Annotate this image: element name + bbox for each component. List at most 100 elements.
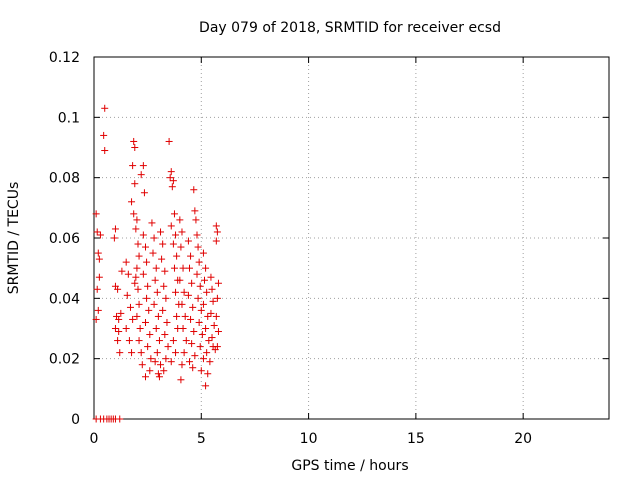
data-point xyxy=(126,303,134,311)
data-point xyxy=(143,258,151,266)
data-point xyxy=(189,303,197,311)
data-point xyxy=(131,279,139,287)
data-point xyxy=(155,373,163,381)
data-point xyxy=(129,315,137,323)
data-point xyxy=(202,325,210,332)
data-point xyxy=(158,255,166,263)
data-point xyxy=(131,180,139,188)
data-point xyxy=(124,270,132,278)
data-point xyxy=(204,370,212,378)
data-point xyxy=(146,367,154,375)
data-point xyxy=(172,288,180,296)
data-point xyxy=(177,376,185,384)
data-point xyxy=(206,358,214,366)
data-point xyxy=(187,315,195,323)
y-axis-label: SRMTID / TECUs xyxy=(6,182,22,295)
data-point xyxy=(196,282,204,290)
data-point xyxy=(191,207,199,215)
data-point xyxy=(193,270,201,278)
data-point xyxy=(199,249,207,257)
x-tick-label: 5 xyxy=(197,431,206,447)
data-point xyxy=(137,349,145,357)
data-point xyxy=(116,349,124,357)
data-point xyxy=(116,415,124,423)
data-point xyxy=(182,337,190,345)
data-point xyxy=(137,171,145,179)
data-point xyxy=(139,231,147,239)
data-point xyxy=(136,325,144,332)
data-point xyxy=(96,231,104,239)
data-point xyxy=(142,318,149,326)
data-point xyxy=(197,306,205,314)
data-point xyxy=(190,186,198,194)
data-point xyxy=(213,228,221,236)
data-point xyxy=(180,288,188,296)
data-point xyxy=(185,358,193,366)
data-point xyxy=(138,361,146,369)
data-point xyxy=(170,210,178,218)
data-point xyxy=(132,225,140,233)
data-point xyxy=(184,237,192,245)
x-tick-label: 15 xyxy=(407,431,425,447)
data-point xyxy=(205,337,213,345)
y-tick-label: 0.1 xyxy=(58,110,80,126)
x-axis-label: GPS time / hours xyxy=(291,458,408,474)
data-point xyxy=(173,312,181,320)
data-point xyxy=(170,264,178,272)
data-point xyxy=(169,337,177,345)
data-point xyxy=(100,131,108,139)
data-point xyxy=(150,234,158,242)
data-point xyxy=(149,249,157,257)
data-point xyxy=(194,243,202,251)
data-point xyxy=(131,144,139,151)
data-point xyxy=(178,361,186,369)
data-point xyxy=(155,337,163,345)
data-point xyxy=(179,264,187,272)
data-point xyxy=(157,361,165,369)
data-point xyxy=(199,300,207,308)
data-point xyxy=(213,343,221,351)
data-point xyxy=(130,137,138,145)
data-point xyxy=(93,285,101,293)
data-point xyxy=(167,358,175,366)
data-point xyxy=(114,337,122,345)
data-point xyxy=(202,264,210,272)
data-point xyxy=(128,198,136,206)
data-point xyxy=(162,294,170,302)
data-point xyxy=(176,216,184,224)
data-point xyxy=(157,228,165,236)
data-point xyxy=(135,300,143,308)
data-point xyxy=(128,349,136,357)
data-point xyxy=(185,264,193,272)
data-point xyxy=(161,331,169,339)
data-point xyxy=(172,349,180,357)
data-point xyxy=(194,294,202,302)
x-tick-label: 0 xyxy=(90,431,99,447)
data-point xyxy=(130,210,138,218)
data-point xyxy=(95,273,103,281)
y-tick-labels: 0 0.02 0.04 0.06 0.08 0.1 0.12 xyxy=(49,50,80,428)
data-point xyxy=(166,174,174,182)
data-point xyxy=(207,273,215,281)
data-point xyxy=(152,264,160,272)
data-point xyxy=(154,370,162,378)
data-point xyxy=(202,382,210,390)
data-point xyxy=(208,285,216,293)
data-point xyxy=(142,373,149,381)
data-point xyxy=(176,276,184,284)
data-point xyxy=(148,219,156,227)
data-point xyxy=(201,276,209,284)
data-point xyxy=(162,355,170,363)
data-point xyxy=(165,137,173,145)
data-point xyxy=(94,306,102,314)
data-point xyxy=(169,177,177,185)
data-point xyxy=(197,367,205,375)
data-point xyxy=(133,312,141,320)
axis-ticks xyxy=(93,56,609,420)
data-point xyxy=(180,349,188,357)
data-point xyxy=(172,231,180,239)
data-point xyxy=(191,352,199,360)
data-point xyxy=(118,267,126,275)
data-point xyxy=(209,297,217,305)
